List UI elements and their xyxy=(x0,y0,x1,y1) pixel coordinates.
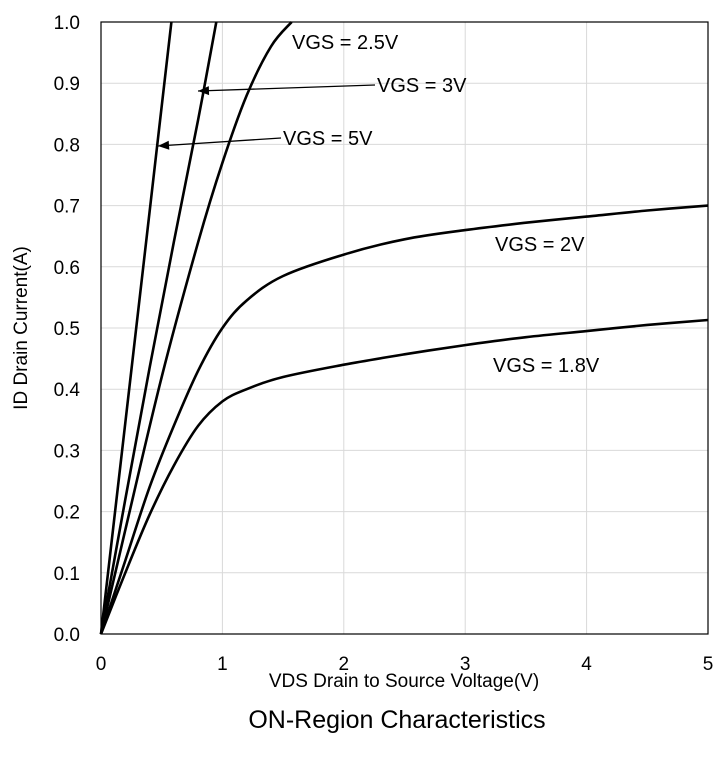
series-group xyxy=(99,21,709,635)
series-line-vgs-3 xyxy=(99,21,218,635)
annotation-arrows xyxy=(157,84,376,150)
arrow-vgs-5 xyxy=(157,137,282,147)
x-tick-label: 0 xyxy=(96,654,107,675)
y-tick-label: 0.1 xyxy=(54,564,80,585)
annotation-vgs-1p8: VGS = 1.8V xyxy=(493,355,600,377)
x-tick-label: 3 xyxy=(460,654,471,675)
annotation-vgs-5: VGS = 5V xyxy=(283,128,373,150)
arrow-vgs-3-head xyxy=(198,86,210,96)
y-tick-label: 0.2 xyxy=(54,503,80,524)
series-line-vgs-1p8 xyxy=(99,318,709,635)
x-axis-title: VDS Drain to Source Voltage(V) xyxy=(269,671,539,692)
x-tick-label: 1 xyxy=(217,654,228,675)
arrow-vgs-3 xyxy=(197,84,376,92)
x-tick-label: 5 xyxy=(703,654,713,675)
series-line-vgs-5 xyxy=(99,21,173,635)
y-tick-labels: 0.0 0.1 0.2 0.3 0.4 0.5 0.6 0.7 0.8 0.9 1.0 xyxy=(54,13,81,646)
plot-frame xyxy=(100,21,709,635)
chart-caption: ON-Region Characteristics xyxy=(248,706,545,734)
y-tick-label: 0.0 xyxy=(54,625,80,646)
y-tick-label: 0.4 xyxy=(54,380,81,401)
arrow-vgs-5-head xyxy=(158,140,170,150)
y-tick-label: 0.7 xyxy=(54,197,80,218)
gridlines xyxy=(101,22,708,634)
y-tick-label: 1.0 xyxy=(54,13,80,34)
y-axis-title: ID Drain Current(A) xyxy=(11,246,32,410)
series-line-vgs-2p5 xyxy=(99,21,293,635)
x-tick-labels: 0 1 2 3 4 5 xyxy=(96,654,713,675)
x-tick-label: 4 xyxy=(581,654,592,675)
annotation-vgs-2p5: VGS = 2.5V xyxy=(292,32,399,54)
y-tick-label: 0.6 xyxy=(54,258,80,279)
y-tick-label: 0.5 xyxy=(54,319,80,340)
x-tick-label: 2 xyxy=(339,654,350,675)
y-tick-label: 0.3 xyxy=(54,441,80,462)
annotation-vgs-3: VGS = 3V xyxy=(377,75,467,97)
series-line-vgs-2 xyxy=(99,204,709,635)
y-tick-label: 0.8 xyxy=(54,135,80,156)
annotation-vgs-2: VGS = 2V xyxy=(495,234,585,256)
y-tick-label: 0.9 xyxy=(54,74,80,95)
